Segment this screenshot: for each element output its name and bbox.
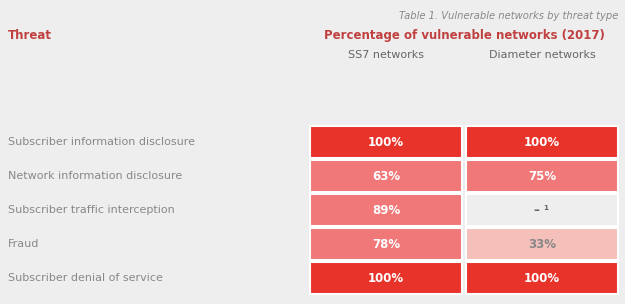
Text: Table 1. Vulnerable networks by threat type: Table 1. Vulnerable networks by threat t… bbox=[399, 11, 618, 21]
Text: 78%: 78% bbox=[372, 237, 400, 250]
Bar bbox=[466, 262, 618, 294]
Text: 33%: 33% bbox=[528, 237, 556, 250]
Bar bbox=[466, 126, 618, 158]
Text: Subscriber information disclosure: Subscriber information disclosure bbox=[8, 137, 195, 147]
Bar bbox=[310, 160, 462, 192]
Bar bbox=[466, 160, 618, 192]
Text: Fraud: Fraud bbox=[8, 239, 39, 249]
Text: 89%: 89% bbox=[372, 203, 400, 216]
Text: Subscriber traffic interception: Subscriber traffic interception bbox=[8, 205, 175, 215]
Bar bbox=[466, 194, 618, 226]
Text: – ¹: – ¹ bbox=[534, 203, 549, 216]
Text: 100%: 100% bbox=[524, 271, 560, 285]
Bar bbox=[466, 228, 618, 260]
Text: SS7 networks: SS7 networks bbox=[348, 50, 424, 60]
Text: Network information disclosure: Network information disclosure bbox=[8, 171, 182, 181]
Bar bbox=[310, 262, 462, 294]
Text: Diameter networks: Diameter networks bbox=[489, 50, 596, 60]
Text: Percentage of vulnerable networks (2017): Percentage of vulnerable networks (2017) bbox=[324, 29, 604, 42]
Bar bbox=[310, 126, 462, 158]
Bar bbox=[310, 194, 462, 226]
Text: 100%: 100% bbox=[368, 271, 404, 285]
Text: 75%: 75% bbox=[528, 170, 556, 182]
Text: 100%: 100% bbox=[368, 136, 404, 148]
Bar bbox=[310, 228, 462, 260]
Text: Threat: Threat bbox=[8, 29, 52, 42]
Text: Subscriber denial of service: Subscriber denial of service bbox=[8, 273, 163, 283]
Text: 100%: 100% bbox=[524, 136, 560, 148]
Text: 63%: 63% bbox=[372, 170, 400, 182]
